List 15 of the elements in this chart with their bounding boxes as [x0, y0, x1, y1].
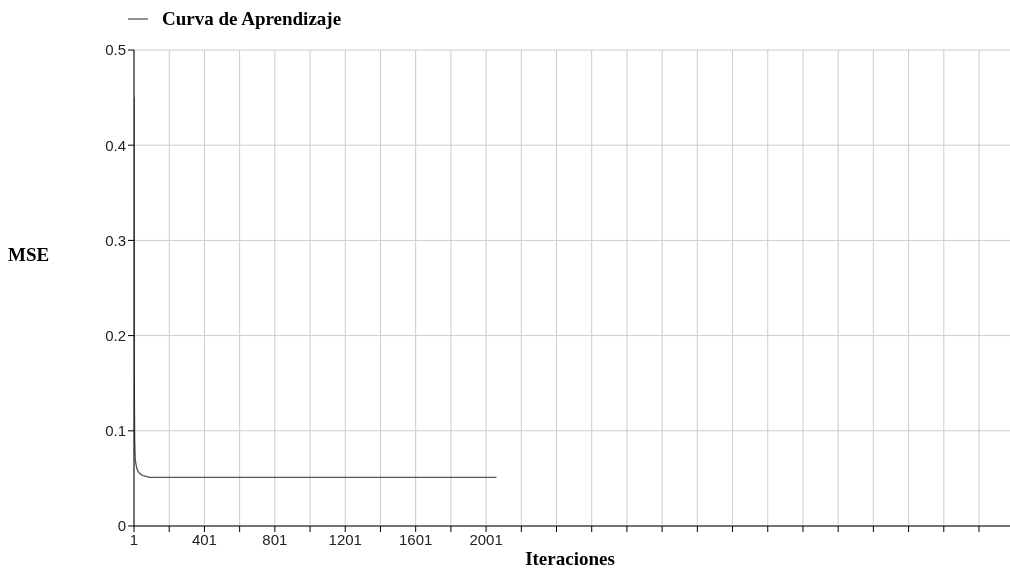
legend-label: Curva de Aprendizaje [162, 8, 342, 30]
y-tick-label: 0.4 [105, 136, 126, 154]
y-tick-label: 0.2 [105, 326, 126, 344]
x-tick-label: 1601 [398, 530, 433, 548]
y-tick-label: 0.3 [105, 231, 126, 249]
y-tick-label: 0.5 [105, 41, 126, 59]
y-tick-label: 0 [117, 517, 126, 535]
y-axis-title: MSE [8, 244, 50, 266]
x-tick-label: 2001 [469, 530, 503, 548]
y-tick-label: 0.1 [105, 422, 126, 440]
x-tick-label: 1201 [328, 530, 362, 548]
x-tick-label: 801 [262, 530, 288, 548]
x-axis-title: Iteraciones [525, 548, 615, 569]
x-tick-label: 401 [191, 530, 217, 548]
x-tick-label: 1 [129, 530, 139, 548]
